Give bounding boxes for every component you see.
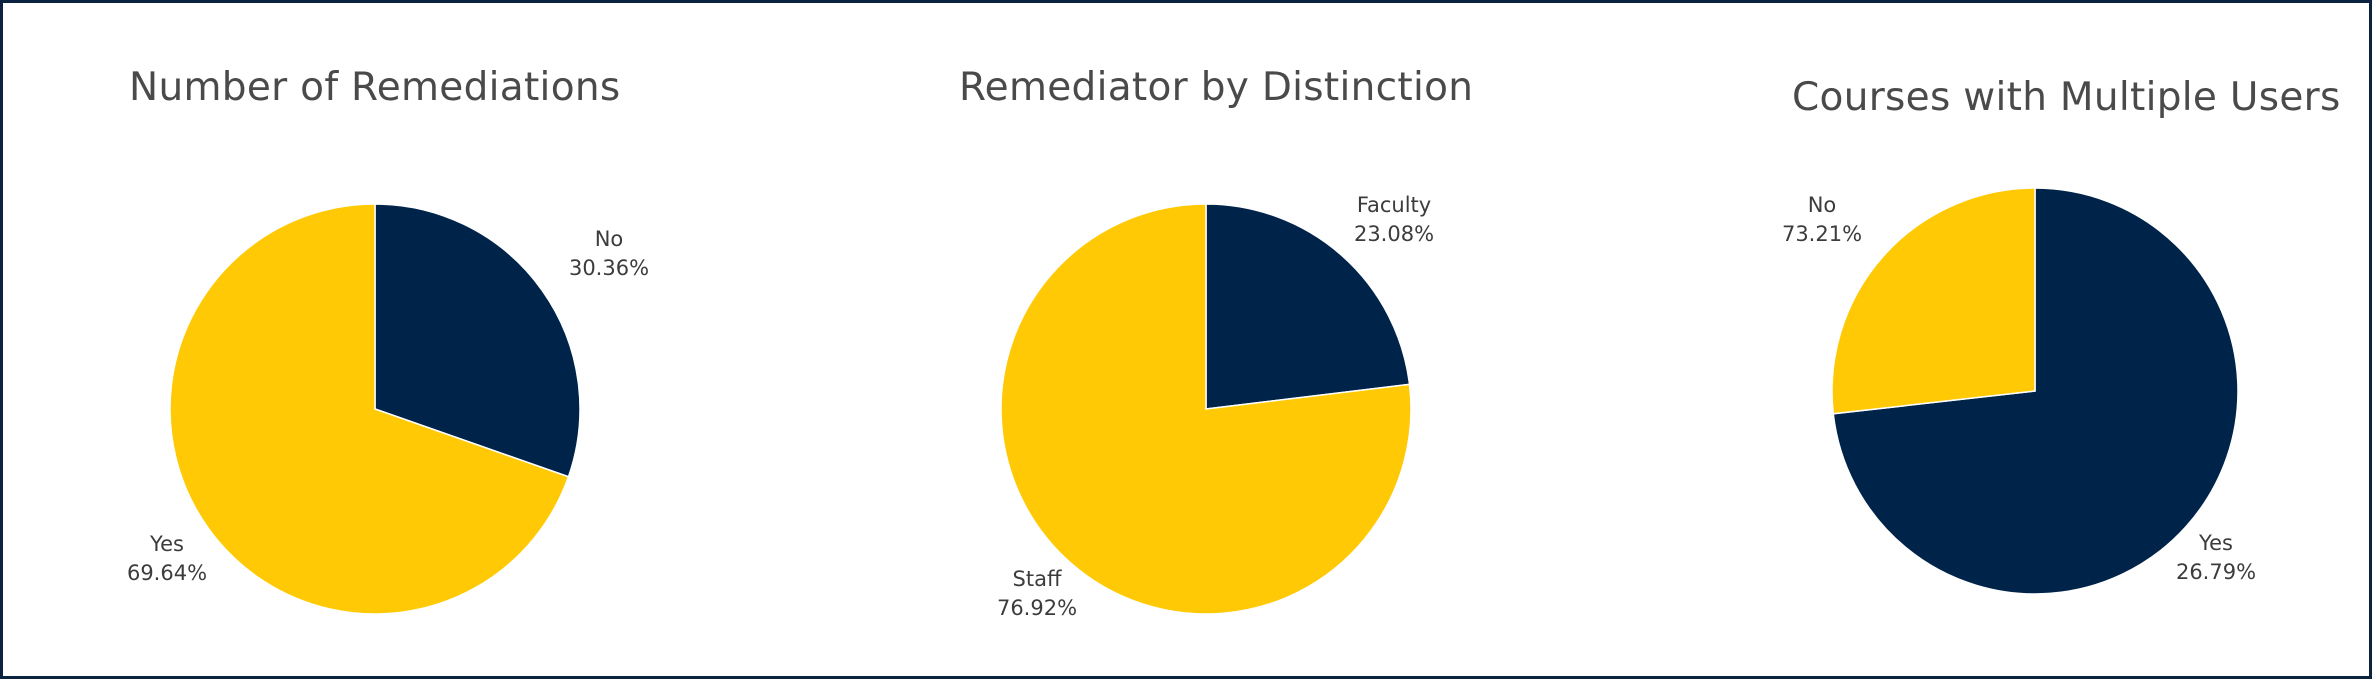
slice-label-faculty: Faculty 23.08%: [1334, 191, 1454, 249]
slice-label-percent: 30.36%: [568, 256, 650, 280]
pie-slice-yes: [1831, 187, 2036, 415]
slice-label-percent: 23.08%: [1353, 222, 1435, 246]
slice-label-name: Yes: [2199, 531, 2233, 555]
slice-label-no: No 30.36%: [549, 225, 669, 283]
chart-title-multiple-users: Courses with Multiple Users: [1792, 75, 2341, 120]
slice-label-no: No 73.21%: [1762, 191, 1882, 249]
chart-title-distinction: Remediator by Distinction: [959, 65, 1474, 110]
slice-label-name: No: [594, 227, 624, 251]
slice-label-percent: 26.79%: [2175, 560, 2257, 584]
slice-label-name: Staff: [1012, 567, 1062, 591]
slice-label-yes: Yes 69.64%: [107, 530, 227, 588]
slice-label-percent: 73.21%: [1781, 222, 1863, 246]
pie-charts: [169, 187, 2239, 615]
pie-slice-faculty: [1205, 203, 1411, 410]
slice-label-percent: 69.64%: [126, 561, 208, 585]
chart-title-remediations: Number of Remediations: [129, 65, 621, 110]
slice-label-staff: Staff 76.92%: [977, 565, 1097, 623]
slice-label-name: No: [1807, 193, 1837, 217]
slice-label-yes: Yes 26.79%: [2156, 529, 2276, 587]
pie-slice-no: [374, 203, 581, 478]
slice-label-name: Yes: [150, 532, 184, 556]
slice-label-name: Faculty: [1356, 193, 1432, 217]
pie-slice-yes: [169, 203, 570, 615]
slice-label-percent: 76.92%: [996, 596, 1078, 620]
pie-slice-staff: [1000, 203, 1412, 615]
